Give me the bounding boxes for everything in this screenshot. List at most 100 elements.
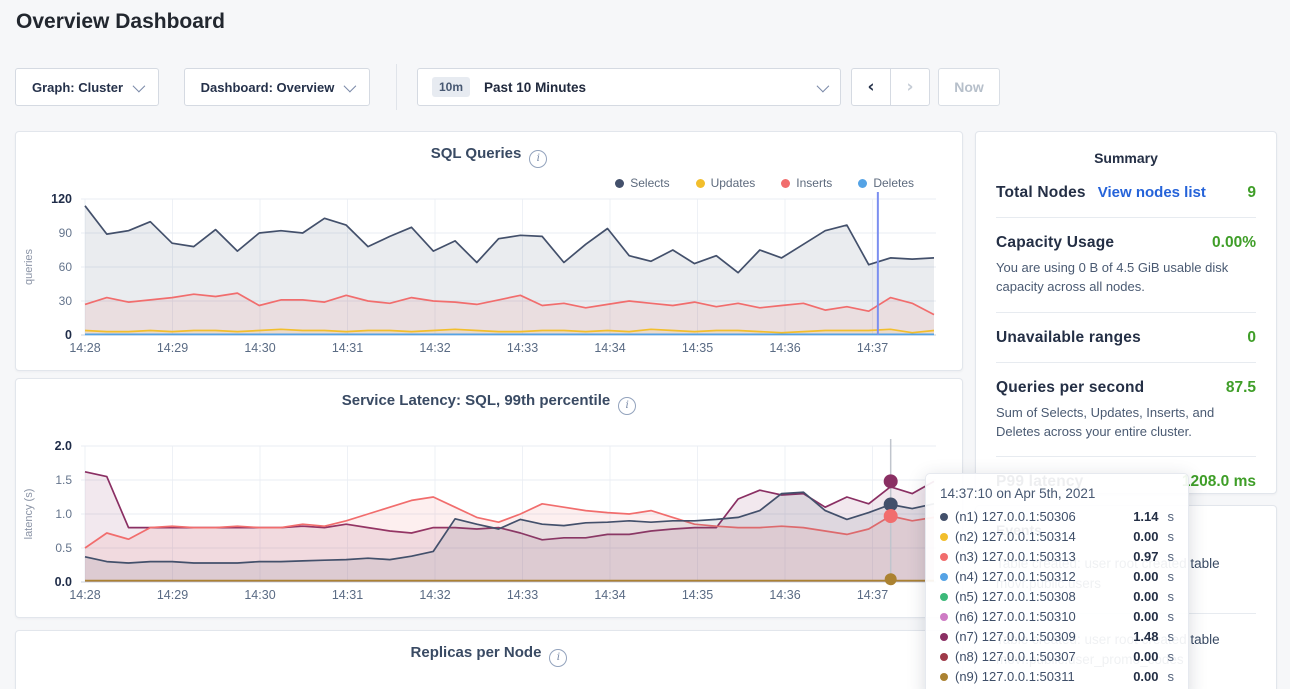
summary-title: Summary [976, 132, 1276, 166]
controls-divider [396, 64, 397, 110]
tooltip-node-unit: s [1168, 608, 1175, 625]
y-axis-tick-label: 0.5 [55, 541, 72, 555]
node-color-dot [940, 673, 948, 681]
tooltip-node-row: (n2) 127.0.0.1:50314 0.00 s [940, 528, 1174, 545]
time-range-badge: 10m [432, 77, 470, 97]
tooltip-node-row: (n3) 127.0.0.1:50313 0.97 s [940, 548, 1174, 565]
x-axis-tick-label: 14:28 [69, 341, 100, 355]
tooltip-node-value: 0.00 [1133, 668, 1158, 685]
summary-description: You are using 0 B of 4.5 GiB usable disk… [996, 259, 1256, 297]
tooltip-node-value: 1.14 [1133, 508, 1158, 525]
info-icon[interactable]: i [549, 649, 567, 667]
x-axis-tick-label: 14:32 [419, 588, 450, 602]
info-icon[interactable]: i [618, 397, 636, 415]
x-axis-tick-label: 14:28 [69, 588, 100, 602]
tooltip-node-row: (n8) 127.0.0.1:503070.00s [940, 648, 1174, 665]
tooltip-node-value: 1.48 [1133, 628, 1158, 645]
time-range-label: Past 10 Minutes [484, 80, 586, 95]
service-latency-chart[interactable]: 14:2814:2914:3014:3114:3214:3314:3414:35… [16, 435, 962, 613]
chevron-right-icon: › [906, 77, 913, 97]
hover-dot [885, 573, 897, 585]
tooltip-node-value: 0.00 [1133, 608, 1158, 625]
y-axis-tick-label: 1.5 [55, 473, 72, 487]
chevron-down-icon [133, 79, 146, 92]
x-axis-tick-label: 14:31 [332, 341, 363, 355]
summary-label: Unavailable ranges [996, 329, 1141, 347]
node-color-dot [940, 653, 948, 661]
tooltip-node-address: (n8) 127.0.0.1:50307 [955, 648, 1126, 665]
legend-color-dot [615, 179, 624, 188]
tooltip-node-address: (n1) 127.0.0.1:50306 [955, 508, 1126, 525]
summary-label: Total Nodes [996, 184, 1086, 202]
node-color-dot [940, 633, 948, 641]
tooltip-node-value: 0.00 [1133, 568, 1158, 585]
chevron-down-icon [344, 79, 357, 92]
tooltip-node-address: (n2) 127.0.0.1:50314 [955, 528, 1126, 545]
time-prev-button[interactable]: ‹ [851, 68, 891, 106]
hover-dot [884, 509, 898, 523]
y-axis-tick-label: 2.0 [55, 439, 72, 453]
info-icon[interactable]: i [529, 150, 547, 168]
tooltip-node-value: 0.00 [1133, 588, 1158, 605]
summary-value: 0 [1247, 329, 1256, 347]
legend-color-dot [858, 179, 867, 188]
chart-title: Replicas per Nodei [16, 644, 962, 667]
x-axis-tick-label: 14:30 [244, 588, 275, 602]
time-range-dropdown[interactable]: 10m Past 10 Minutes [417, 68, 841, 106]
summary-label: Queries per second [996, 379, 1144, 397]
view-nodes-list-link[interactable]: View nodes list [1098, 184, 1206, 201]
summary-row-total-nodes: Total Nodes View nodes list 9 [996, 168, 1256, 218]
page-title: Overview Dashboard [16, 10, 225, 34]
y-axis-label: latency (s) [23, 489, 35, 540]
tooltip-timestamp: 14:37:10 on Apr 5th, 2021 [940, 486, 1174, 501]
tooltip-node-row: (n6) 127.0.0.1:50310 0.00 s [940, 608, 1174, 625]
tooltip-node-address: (n7) 127.0.0.1:50309 [955, 628, 1126, 645]
x-axis-tick-label: 14:30 [244, 341, 275, 355]
tooltip-node-address: (n6) 127.0.0.1:50310 [955, 608, 1126, 625]
x-axis-tick-label: 14:34 [594, 588, 625, 602]
summary-panel: Summary Total Nodes View nodes list 9 Ca… [975, 131, 1277, 494]
x-axis-tick-label: 14:33 [507, 341, 538, 355]
dashboard-dropdown[interactable]: Dashboard: Overview [184, 68, 370, 106]
graph-scope-dropdown-label: Graph: Cluster [32, 80, 123, 95]
sql-queries-card: SQL Queriesi SelectsUpdatesInsertsDelete… [15, 131, 963, 371]
chart-title: SQL Queriesi [16, 145, 962, 168]
summary-row-unavailable-ranges: Unavailable ranges 0 [996, 313, 1256, 363]
x-axis-tick-label: 14:36 [769, 341, 800, 355]
now-button-disabled: Now [938, 68, 1000, 106]
sql-queries-chart[interactable]: 14:2814:2914:3014:3114:3214:3314:3414:35… [16, 188, 962, 366]
chart-title: Service Latency: SQL, 99th percentilei [16, 392, 962, 415]
chevron-left-icon: ‹ [867, 77, 874, 97]
tooltip-node-unit: s [1168, 528, 1175, 545]
hover-dot [884, 474, 898, 488]
tooltip-node-value: 0.97 [1133, 548, 1158, 565]
summary-label: Capacity Usage [996, 234, 1114, 252]
y-axis-tick-label: 60 [59, 260, 73, 274]
x-axis-tick-label: 14:36 [769, 588, 800, 602]
tooltip-node-address: (n4) 127.0.0.1:50312 [955, 568, 1126, 585]
time-next-button-disabled: › [890, 68, 930, 106]
tooltip-node-address: (n3) 127.0.0.1:50313 [955, 548, 1126, 565]
graph-scope-dropdown[interactable]: Graph: Cluster [15, 68, 159, 106]
summary-value: 1208.0 ms [1182, 473, 1256, 491]
summary-value: 87.5 [1226, 379, 1256, 397]
tooltip-node-value: 0.00 [1133, 528, 1158, 545]
service-latency-card: Service Latency: SQL, 99th percentilei 1… [15, 378, 963, 618]
x-axis-tick-label: 14:34 [594, 341, 625, 355]
summary-value: 9 [1247, 184, 1256, 202]
y-axis-tick-label: 0.0 [55, 575, 72, 589]
summary-row-queries-per-second: Queries per second 87.5 Sum of Selects, … [996, 363, 1256, 458]
tooltip-node-row: (n9) 127.0.0.1:503110.00s [940, 668, 1174, 685]
replicas-per-node-card: Replicas per Nodei [15, 630, 963, 689]
x-axis-tick-label: 14:31 [332, 588, 363, 602]
tooltip-node-unit: s [1168, 548, 1175, 565]
node-color-dot [940, 573, 948, 581]
tooltip-node-row: (n5) 127.0.0.1:503080.00s [940, 588, 1174, 605]
node-color-dot [940, 593, 948, 601]
dashboard-dropdown-label: Dashboard: Overview [201, 80, 335, 95]
tooltip-node-row: (n4) 127.0.0.1:503120.00s [940, 568, 1174, 585]
node-color-dot [940, 613, 948, 621]
summary-row-capacity-usage: Capacity Usage 0.00% You are using 0 B o… [996, 218, 1256, 313]
y-axis-tick-label: 0 [65, 328, 72, 342]
y-axis-tick-label: 90 [59, 226, 73, 240]
